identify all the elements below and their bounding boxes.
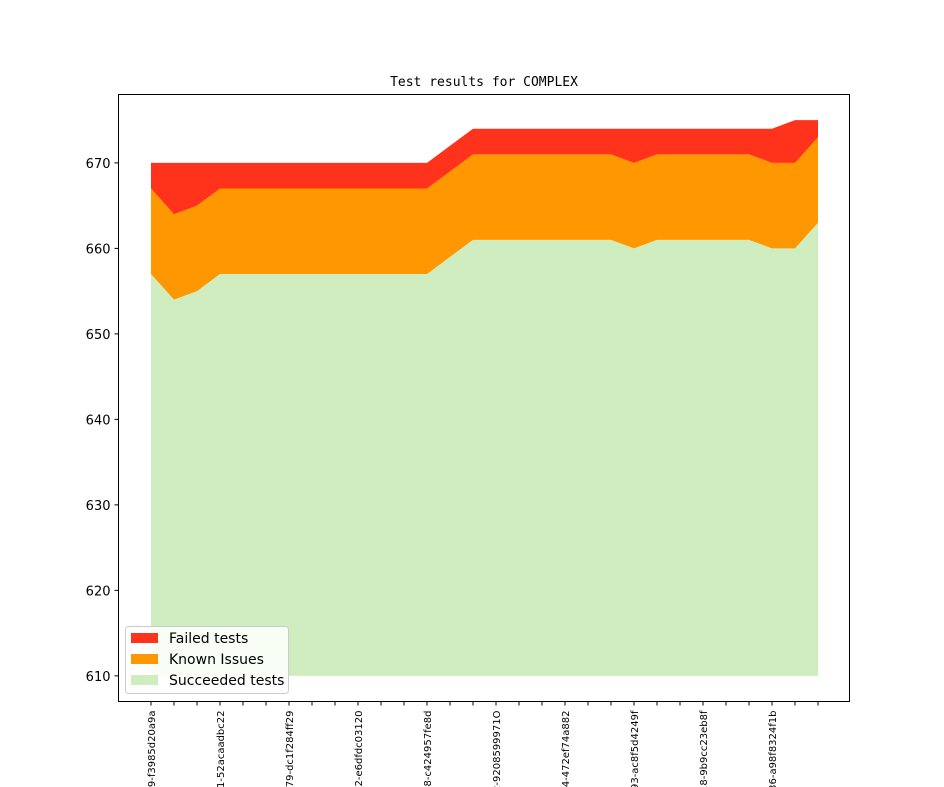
area-succeeded-tests — [151, 222, 818, 676]
y-tick-label: 620 — [86, 584, 111, 599]
y-tick-label: 670 — [86, 157, 111, 172]
legend-swatch-succeeded-tests — [131, 675, 158, 685]
x-tick-label: 8-c424957fe8d — [423, 711, 434, 787]
x-tick-label: 18-9b9cc23eb8f — [699, 710, 710, 787]
x-tick-label: 4-472ef74a882 — [561, 711, 572, 787]
x-tick-label: 93-ac8f5d4249f — [630, 710, 641, 787]
x-tick-label: 36-a98f8324f1b — [768, 711, 779, 787]
legend: Failed tests Known Issues Succeeded tests — [125, 626, 289, 694]
area-failed-tests — [151, 120, 818, 215]
y-tick-label: 630 — [86, 499, 111, 514]
x-tick-label: 1-52acaadbc22 — [216, 711, 227, 787]
x-tick-label: 2-e6dfdc03120 — [354, 711, 365, 787]
legend-box — [125, 626, 289, 694]
plot-area — [151, 120, 818, 676]
area-known-issues — [151, 137, 818, 300]
legend-label-succeeded-tests: Succeeded tests — [169, 673, 284, 689]
legend-swatch-known-issues — [131, 654, 158, 664]
legend-label-known-issues: Known Issues — [169, 652, 264, 668]
x-tick-label: 9-f3985d20a9a — [147, 711, 158, 787]
x-tick-label: 2-9208599971O — [492, 710, 503, 787]
legend-label-failed-tests: Failed tests — [169, 631, 248, 647]
x-tick-label: 79-dc1f284ff29 — [285, 711, 296, 787]
chart-title: Test results for COMPLEX — [390, 75, 578, 90]
y-tick-label: 650 — [86, 328, 111, 343]
x-axis: 9-f3985d20a9a 1-52acaadbc22 79-dc1f284ff29… — [147, 701, 819, 787]
y-axis: 610 620 630 640 650 660 670 — [86, 157, 119, 685]
y-tick-label: 640 — [86, 413, 111, 428]
y-tick-label: 660 — [86, 242, 111, 257]
legend-swatch-failed-tests — [131, 633, 158, 643]
y-tick-label: 610 — [86, 670, 111, 685]
plot-frame — [118, 94, 850, 702]
